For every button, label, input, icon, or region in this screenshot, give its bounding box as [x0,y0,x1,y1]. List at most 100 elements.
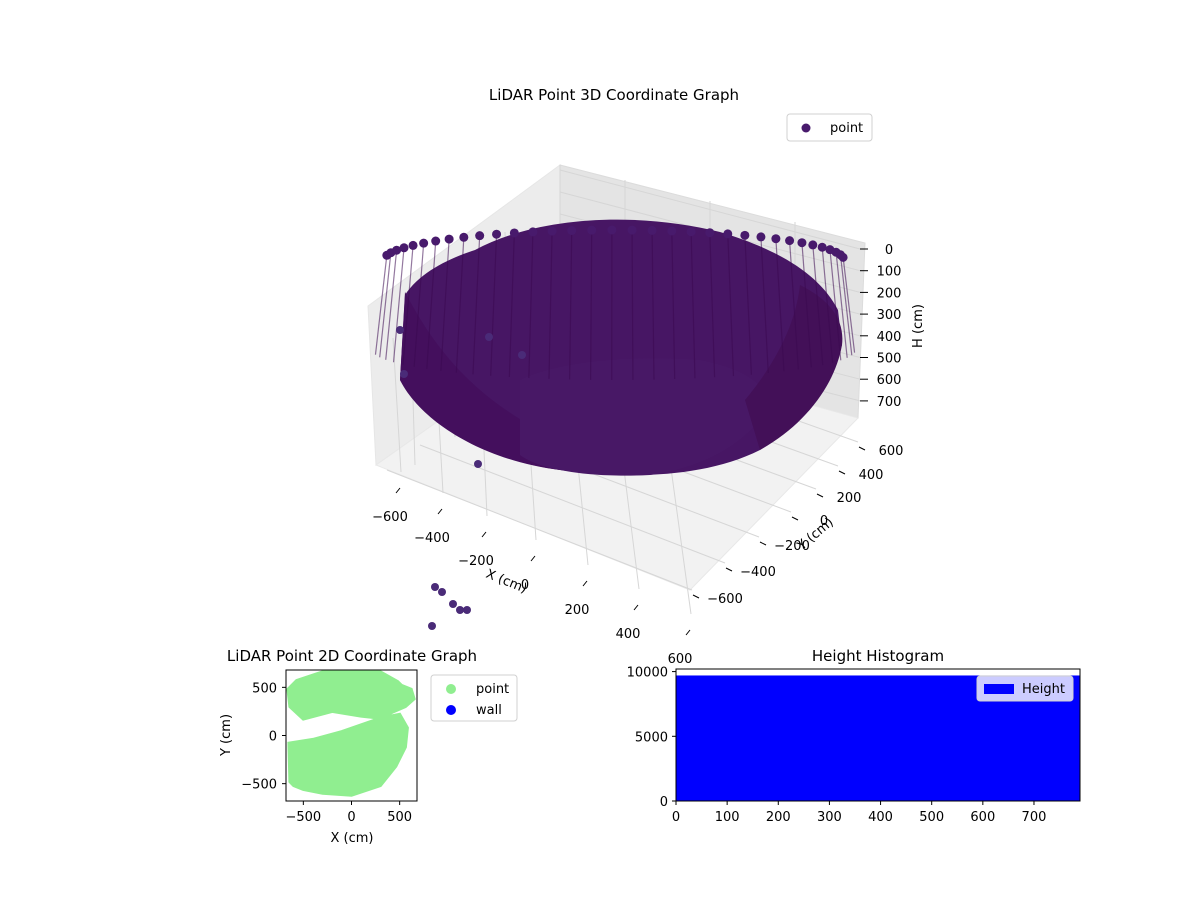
column-top-point [567,226,577,236]
stripe-column [671,230,676,380]
chart-2d-title: LiDAR Point 2D Coordinate Graph [227,647,477,665]
column-top-point [475,231,485,241]
stripe-column [744,235,752,375]
x-tick-label-hist: 700 [1022,810,1047,825]
bowl-front [520,358,770,476]
x-tick-label-hist: 200 [766,810,791,825]
outlier-point [400,370,408,378]
axes-3d: −600 −400 −200 0 200 400 600 −600 −400 −200 0 200 40… [372,243,903,667]
legend-3d-box [786,113,873,142]
legend-hist: Height [976,675,1074,702]
stripe-column [379,252,392,358]
column-top-point [797,238,807,248]
bowl-right-shell [745,285,843,450]
outlier-point [456,606,464,614]
column-top-point [459,232,469,242]
chart-histogram: Height Histogram 0 100 200 300 400 500 600 7000… [627,647,1081,825]
legend-3d-label-point: point [830,121,863,136]
outlier-point [396,326,404,334]
y-tick-label-hist: 0 [660,795,668,810]
outlier-point [485,333,493,341]
y-tick-label-3d: 0 [820,514,828,529]
x-tick-label-3d: 400 [616,627,641,642]
legend-2d-marker-wall [446,705,456,715]
column-top-point [647,225,657,235]
x-tick-label-hist: 400 [868,810,893,825]
legend-hist-swatch [984,684,1014,694]
column-top-point [756,232,766,242]
column-top-point [838,252,848,262]
outlier-point [474,460,482,468]
stripe-column [727,233,735,377]
histogram-title: Height Histogram [812,647,944,665]
stripe-column [508,232,515,378]
outlier-point [463,606,471,614]
x-tick-label-hist: 300 [817,810,842,825]
stripe-column [426,241,437,369]
z-axis-label-3d: H (cm) [911,304,926,348]
chart-2d: LiDAR Point 2D Coordinate Graph −500 0 500… [219,647,518,846]
x-tick-label-2d: −500 [285,810,321,825]
stripe-column [569,230,573,380]
z-tick-label-3d: 200 [877,286,902,301]
column-top-point [547,226,557,236]
x-tick-label-2d: 0 [347,810,355,825]
legend-3d: point [786,113,873,142]
x-tick-label-3d: 200 [565,603,590,618]
x-tick-label-hist: 0 [672,810,680,825]
column-top-point [431,236,441,246]
column-top-point [723,229,733,239]
point-region-2d [286,670,416,797]
column-top-point [808,240,818,250]
outlier-points-3d [396,326,526,630]
stripe-column [812,244,824,366]
y-tick-label-3d: 200 [837,491,862,506]
z-tick-label-3d: 500 [877,352,902,367]
x-tick-label-3d: 600 [668,652,693,667]
y-axis-label-3d: Y (cm) [794,515,837,554]
stripe-column [690,231,696,379]
column-top-point [492,229,502,239]
column-top-point [392,245,402,255]
z-tick-label-3d: 700 [877,395,902,410]
stripe-column [760,236,769,374]
point-cloud-3d [374,219,856,630]
stripe-column [455,237,465,373]
x-tick-label-3d: −600 [372,510,408,525]
column-top-point [399,243,409,253]
column-top-point [785,236,795,246]
stripe-column [709,232,716,378]
chart-3d-title: LiDAR Point 3D Coordinate Graph [489,86,739,104]
stripe-column [801,242,812,368]
stripe-column [835,252,848,358]
outlier-point [518,351,526,359]
legend-hist-box [976,675,1074,702]
outlier-point [431,583,439,591]
stripe-column [374,255,388,355]
y-tick-label-3d: −600 [707,592,743,607]
y-tick-label-hist: 10000 [627,666,668,681]
column-top-point [667,226,677,236]
stripe-columns [374,225,856,380]
x-tick-label-2d: 500 [387,810,412,825]
x-tick-label-3d: −400 [414,531,450,546]
y-tick-label-3d: 600 [879,444,904,459]
outlier-point [428,622,436,630]
column-top-point [740,230,750,240]
z-tick-label-3d: 300 [877,308,902,323]
stripe-column [842,257,856,353]
stripe-column [392,247,405,363]
z-tick-label-3d: 400 [877,330,902,345]
x-tick-label-3d: 0 [521,578,529,593]
stripe-column [472,235,481,375]
stripe-column [590,230,593,380]
stripe-column [839,254,853,356]
x-axis-label-2d: X (cm) [331,831,374,846]
stripe-column [413,243,425,367]
legend-2d-label-wall: wall [476,703,502,718]
legend-3d-marker-point [801,123,811,133]
chart-3d: LiDAR Point 3D Coordinate Graph −600 −400… [367,86,926,667]
x-tick-label-hist: 600 [970,810,995,825]
y-tick-label-2d: 500 [252,681,277,696]
plot-frame-hist [675,668,1081,802]
